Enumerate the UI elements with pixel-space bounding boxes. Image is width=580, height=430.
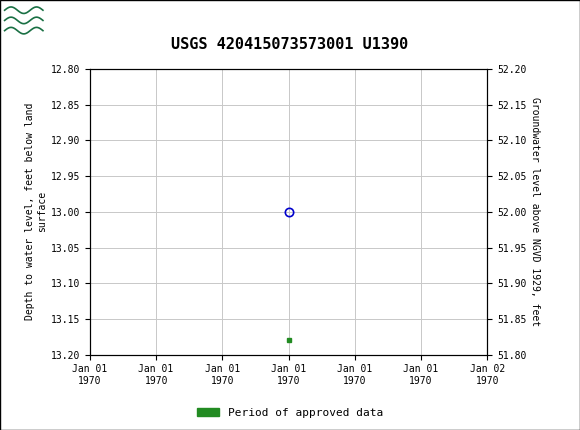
- Text: USGS: USGS: [49, 12, 104, 29]
- Legend: Period of approved data: Period of approved data: [193, 403, 387, 422]
- Bar: [3, 3, 45, 37]
- Y-axis label: Depth to water level, feet below land
surface: Depth to water level, feet below land su…: [25, 103, 46, 320]
- Text: USGS 420415073573001 U1390: USGS 420415073573001 U1390: [171, 37, 409, 52]
- Y-axis label: Groundwater level above NGVD 1929, feet: Groundwater level above NGVD 1929, feet: [531, 97, 541, 326]
